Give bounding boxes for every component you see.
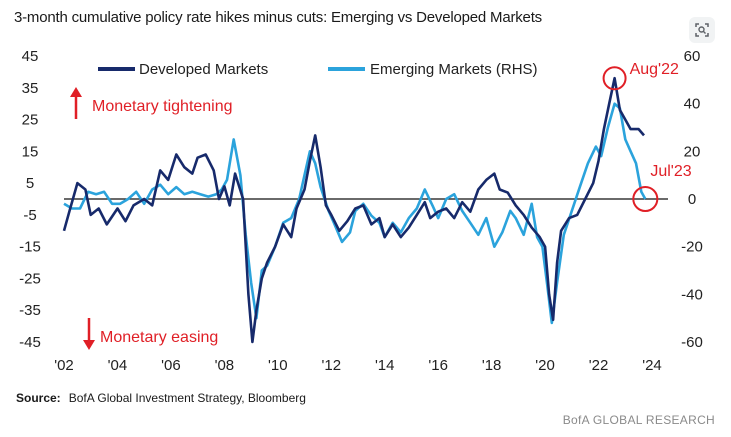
tightening-annotation: Monetary tightening bbox=[70, 87, 233, 119]
down-arrow-head-icon bbox=[83, 340, 95, 350]
image-search-button[interactable] bbox=[689, 17, 715, 43]
image-search-icon bbox=[695, 23, 709, 37]
x-tick-label: '20 bbox=[535, 357, 555, 374]
brand-footer: BofA GLOBAL RESEARCH bbox=[562, 413, 715, 427]
left-tick-label: 45 bbox=[22, 48, 39, 65]
left-tick-label: -15 bbox=[19, 239, 41, 256]
latest-marker bbox=[632, 186, 659, 212]
x-tick-label: '18 bbox=[482, 357, 502, 374]
series-line-emerging-markets bbox=[63, 102, 647, 325]
peak-marker bbox=[602, 66, 627, 91]
easing-annotation: Monetary easing bbox=[83, 318, 218, 350]
series-line-developed-markets bbox=[62, 76, 645, 344]
right-tick-label: 60 bbox=[684, 48, 701, 65]
left-tick-label: 25 bbox=[22, 112, 39, 129]
legend: Developed Markets Emerging Markets (RHS) bbox=[98, 61, 538, 78]
source-label: Source: bbox=[16, 391, 61, 405]
left-tick-label: 15 bbox=[22, 143, 39, 160]
peak-label: Aug'22 bbox=[630, 61, 679, 78]
x-tick-label: '02 bbox=[54, 357, 74, 374]
up-arrow-head-icon bbox=[70, 87, 82, 97]
right-tick-label: 20 bbox=[684, 143, 701, 160]
x-tick-label: '06 bbox=[161, 357, 181, 374]
x-tick-label: '16 bbox=[428, 357, 448, 374]
x-tick-label: '12 bbox=[321, 357, 341, 374]
chart-area: 45 35 25 15 5 -5 -15 -25 -35 -45 60 40 20 0 -20 -40 -60… bbox=[19, 48, 703, 374]
left-axis-ticks: 45 35 25 15 5 -5 -15 -25 -35 -45 bbox=[19, 48, 41, 351]
x-axis-ticks: '02 '04 '06 '08 '10 '12 '14 '16 '18 '20 '22 '24 bbox=[54, 357, 662, 374]
chart-title: 3-month cumulative policy rate hikes min… bbox=[14, 9, 542, 26]
tightening-label: Monetary tightening bbox=[92, 98, 233, 115]
x-tick-label: '08 bbox=[215, 357, 235, 374]
right-tick-label: 0 bbox=[688, 191, 696, 208]
easing-label: Monetary easing bbox=[100, 329, 218, 346]
source-note: Source: BofA Global Investment Strategy, … bbox=[16, 391, 306, 405]
right-axis-ticks: 60 40 20 0 -20 -40 -60 bbox=[681, 48, 703, 351]
left-tick-label: -25 bbox=[19, 270, 41, 287]
right-tick-label: 40 bbox=[684, 96, 701, 113]
right-tick-label: -40 bbox=[681, 286, 703, 303]
left-tick-label: 35 bbox=[22, 80, 39, 97]
x-tick-label: '10 bbox=[268, 357, 288, 374]
source-text: BofA Global Investment Strategy, Bloombe… bbox=[68, 391, 306, 405]
x-tick-label: '24 bbox=[642, 357, 662, 374]
legend-label-em: Emerging Markets (RHS) bbox=[370, 61, 538, 78]
legend-label-dm: Developed Markets bbox=[139, 61, 268, 78]
latest-label: Jul'23 bbox=[650, 163, 691, 180]
left-tick-label: -35 bbox=[19, 302, 41, 319]
left-tick-label: -45 bbox=[19, 334, 41, 351]
right-tick-label: -20 bbox=[681, 239, 703, 256]
left-tick-label: 5 bbox=[26, 175, 34, 192]
x-tick-label: '14 bbox=[375, 357, 395, 374]
right-tick-label: -60 bbox=[681, 334, 703, 351]
left-tick-label: -5 bbox=[23, 207, 36, 224]
x-tick-label: '04 bbox=[108, 357, 128, 374]
x-tick-label: '22 bbox=[589, 357, 609, 374]
